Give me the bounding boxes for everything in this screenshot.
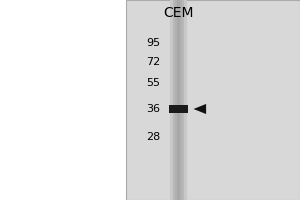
Bar <box>126 0 300 200</box>
Bar <box>180 0 182 200</box>
Text: CEM: CEM <box>163 6 194 20</box>
Bar <box>175 0 177 200</box>
Text: 72: 72 <box>146 57 161 67</box>
Text: 55: 55 <box>146 78 161 88</box>
Bar <box>172 0 175 200</box>
Bar <box>182 0 184 200</box>
Text: 28: 28 <box>146 132 161 142</box>
Text: 95: 95 <box>146 38 161 48</box>
Bar <box>184 0 187 200</box>
Bar <box>169 105 188 113</box>
Polygon shape <box>194 104 206 114</box>
Bar <box>170 0 172 200</box>
Text: 36: 36 <box>146 104 161 114</box>
Bar <box>177 0 180 200</box>
